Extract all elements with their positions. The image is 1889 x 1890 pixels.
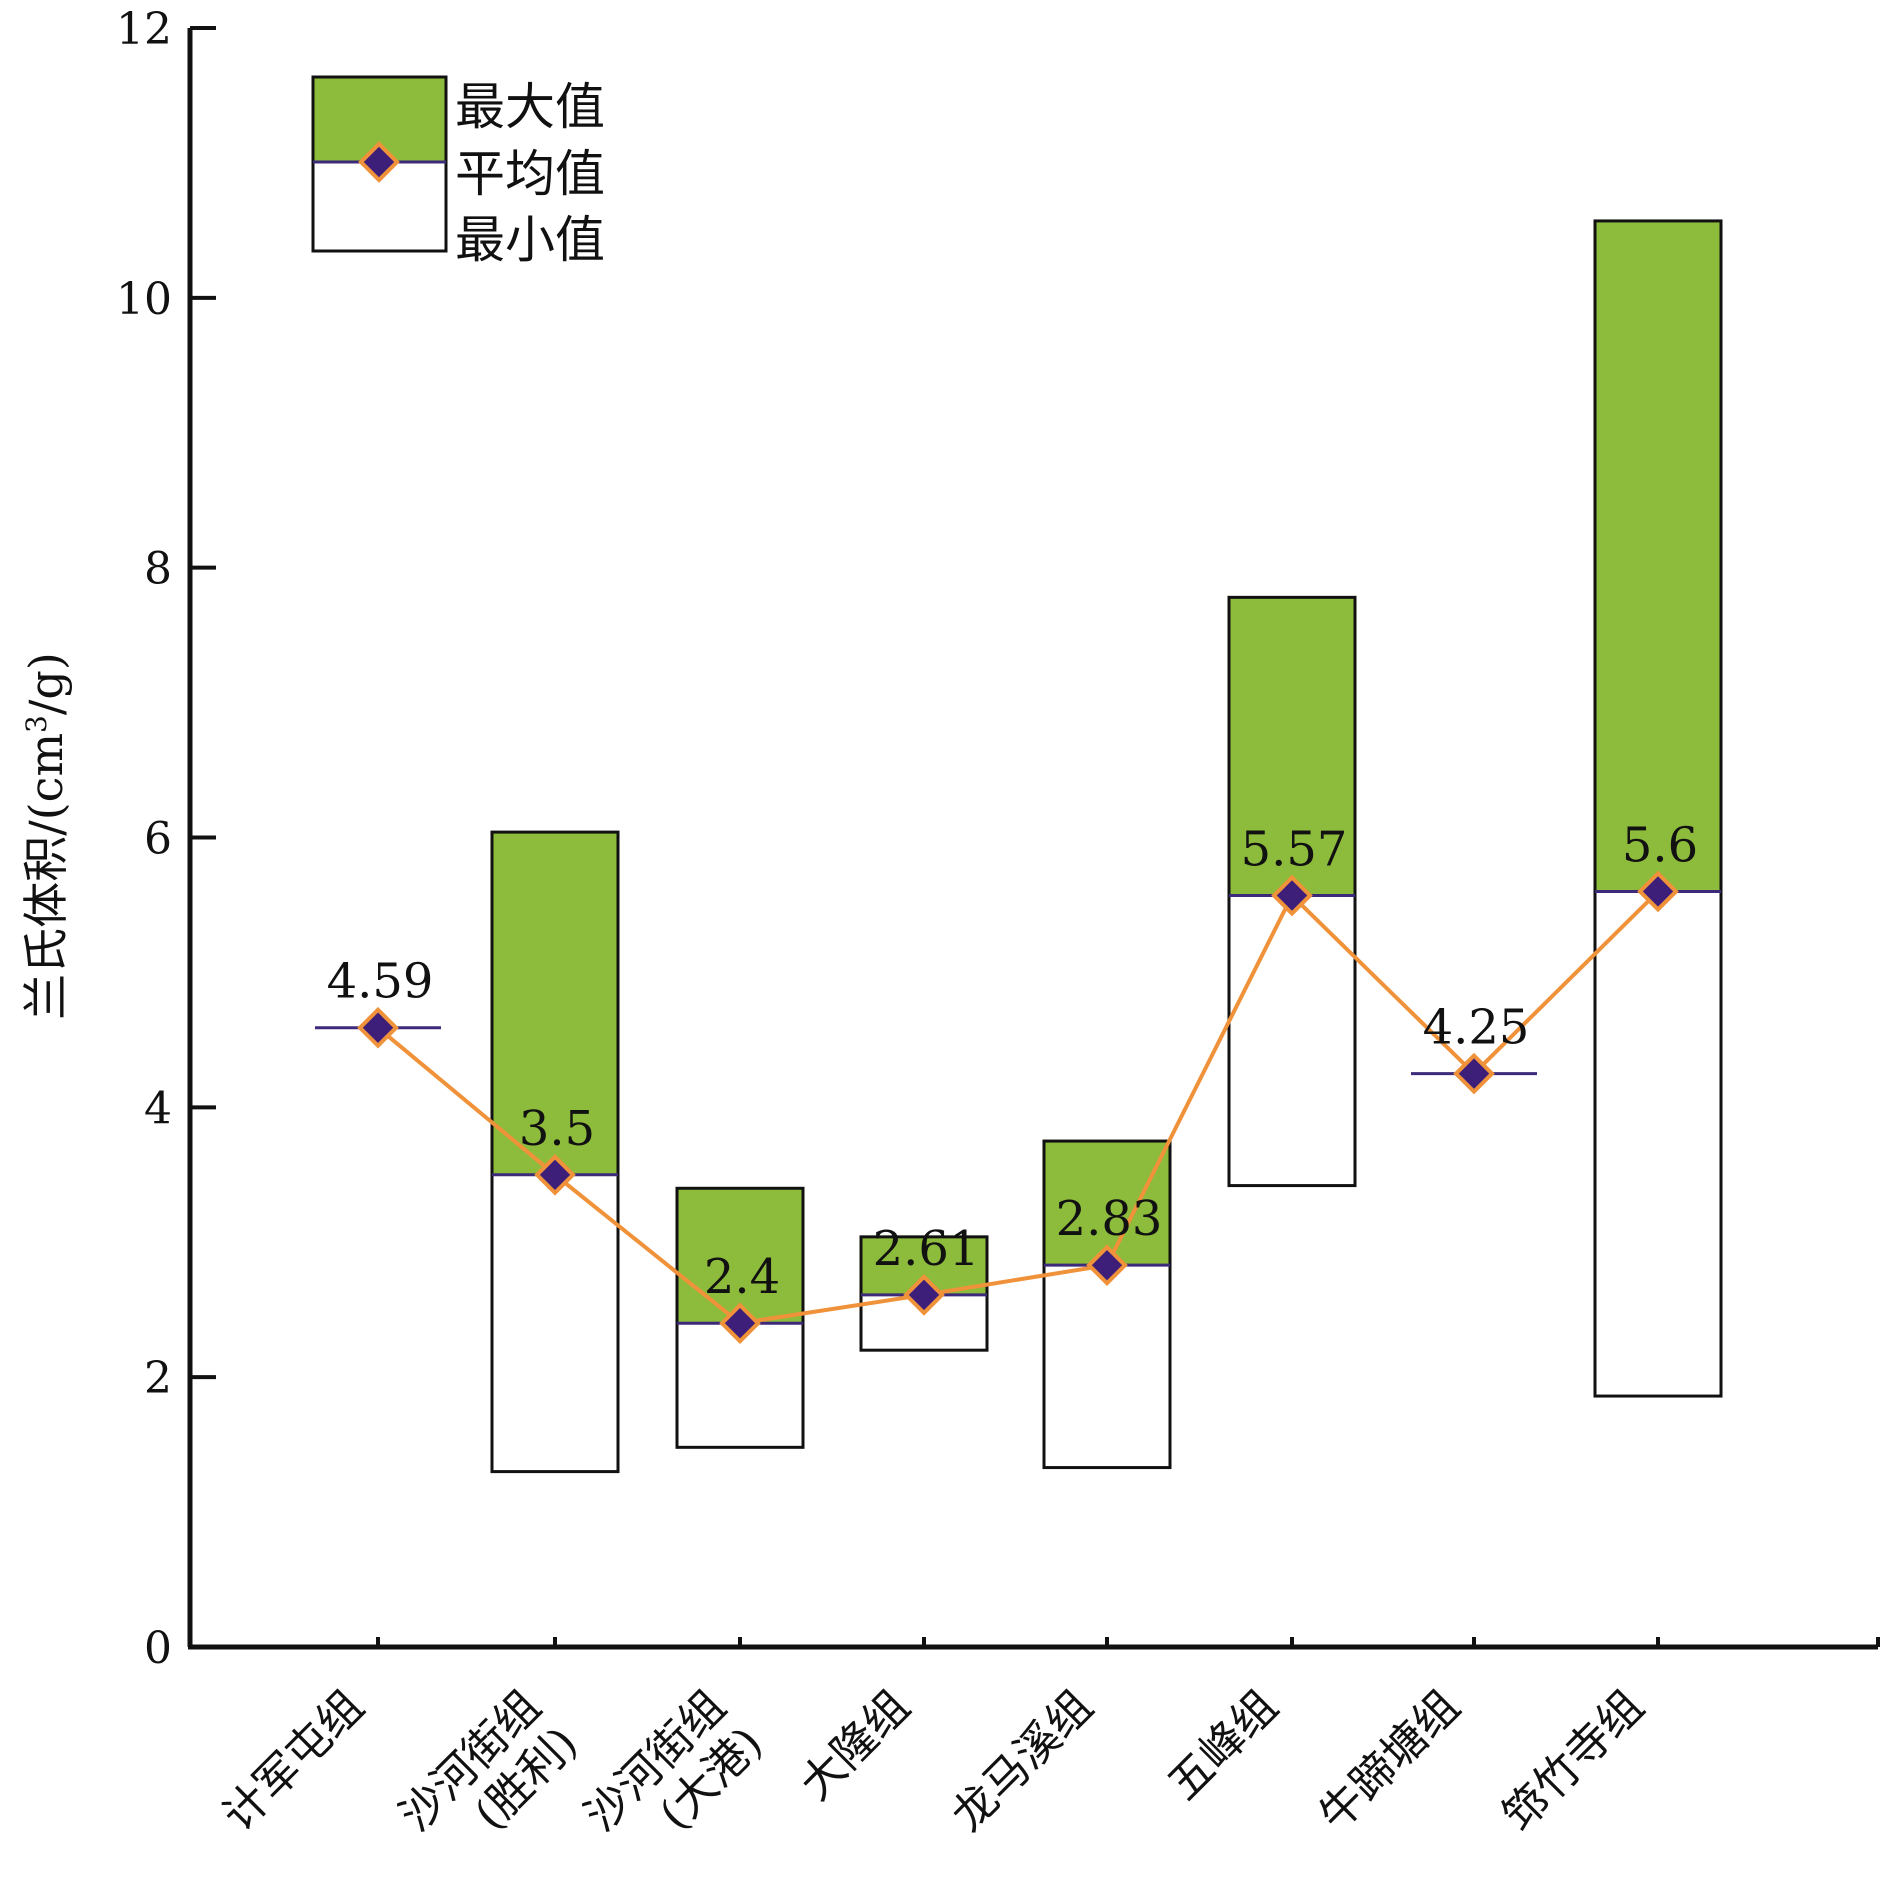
bars-layer — [315, 221, 1721, 1472]
y-tick-label: 0 — [144, 1623, 172, 1674]
x-category-label-line: 大隆组 — [790, 1681, 919, 1810]
x-category-label: 沙河街组(大港) — [575, 1681, 772, 1878]
x-category-label: 五峰组 — [1158, 1681, 1287, 1810]
mean-value-label: 2.4 — [704, 1249, 780, 1305]
mean-value-label: 4.59 — [327, 954, 434, 1010]
legend-min-label: 最小值 — [455, 211, 605, 269]
bar-upper-segment — [1595, 221, 1721, 892]
y-tick-label: 4 — [144, 1083, 172, 1134]
y-tick-label: 10 — [116, 274, 172, 325]
x-category-label: 计军屯组 — [213, 1681, 374, 1842]
x-category-label-line: 牛蹄塘组 — [1309, 1681, 1470, 1842]
bar-lower-segment — [1595, 891, 1721, 1396]
legend-mean-label: 平均值 — [455, 145, 605, 203]
y-axis-title-superscript: 3 — [20, 715, 53, 733]
mean-value-label: 2.83 — [1056, 1191, 1163, 1247]
x-category-label: 筇竹寺组 — [1493, 1681, 1654, 1842]
x-category-label-line: 计军屯组 — [213, 1681, 374, 1842]
x-category-label: 牛蹄塘组 — [1309, 1681, 1470, 1842]
y-axis-title-group: 兰氏体积/(cm3/g) — [19, 652, 73, 1020]
bar-lower-segment — [492, 1175, 618, 1472]
y-axis-title-tail: /g) — [19, 652, 73, 715]
mean-value-label: 5.6 — [1622, 817, 1698, 873]
mean-value-label: 5.57 — [1241, 822, 1348, 878]
mean-value-label: 4.25 — [1423, 1000, 1530, 1056]
x-category-label-line: 龙马溪组 — [942, 1681, 1103, 1842]
x-category-label-line: 筇竹寺组 — [1493, 1681, 1654, 1842]
y-axis-title: 兰氏体积/(cm3/g) — [19, 652, 73, 1020]
x-category-label-line: 五峰组 — [1158, 1681, 1287, 1810]
y-tick-label: 2 — [144, 1353, 172, 1404]
legend-max-label: 最大值 — [455, 78, 605, 136]
x-category-label: 龙马溪组 — [942, 1681, 1103, 1842]
y-tick-label: 12 — [116, 4, 172, 55]
bar-lower-segment — [1044, 1265, 1170, 1467]
mean-value-label: 3.5 — [519, 1101, 595, 1157]
y-tick-label: 8 — [144, 544, 172, 595]
x-category-label: 大隆组 — [790, 1681, 919, 1810]
x-category-label: 沙河街组(胜利) — [390, 1681, 587, 1878]
y-axis-title-main: 兰氏体积/(cm — [19, 733, 73, 1020]
chart: 0 2 4 6 8 10 12 计军屯组 沙河街组(胜利)沙河街组(大港) 大隆组 龙马溪组 五峰组牛… — [0, 0, 1889, 1890]
y-tick-label: 6 — [144, 814, 172, 865]
mean-value-label: 2.61 — [873, 1221, 980, 1277]
